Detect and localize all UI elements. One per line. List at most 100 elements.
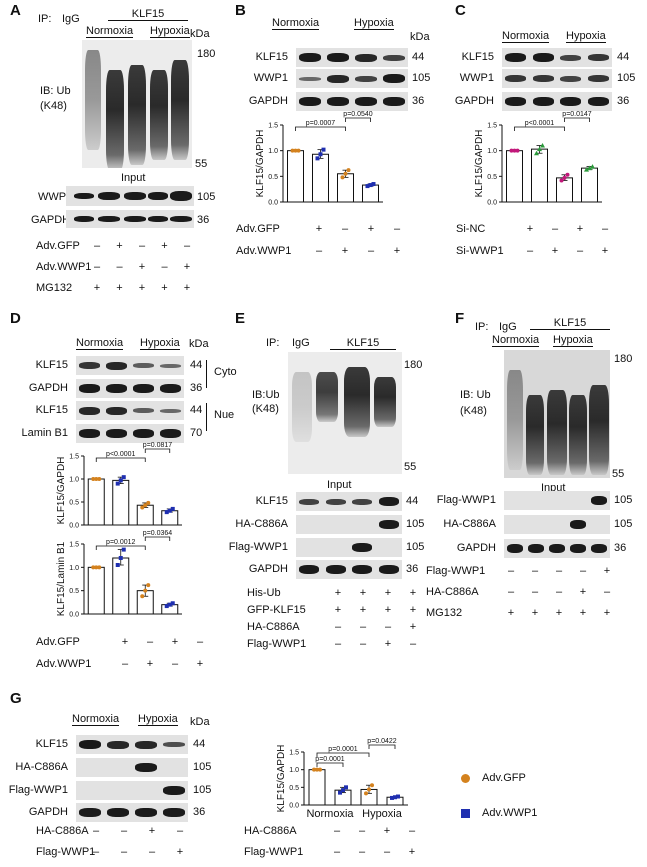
kda-label: kDa (190, 28, 210, 40)
condition-sign: – (93, 261, 101, 273)
data-point (390, 795, 394, 800)
ib-label: IB:Ub (252, 389, 280, 401)
data-point (565, 172, 570, 177)
blot-band (163, 808, 185, 817)
condition-sign: – (576, 245, 584, 257)
condition-sign: + (408, 846, 416, 858)
panel-label: E (235, 310, 246, 327)
panel-label: A (10, 2, 21, 19)
blot-label: KLF15 (255, 495, 288, 507)
condition-label: Adv.GFP (36, 240, 80, 252)
blot-mw: 44 (193, 738, 206, 750)
blot-band (355, 75, 377, 82)
significance-bracket (144, 536, 171, 541)
y-tick-label: 0.5 (487, 174, 497, 181)
mw-top: 180 (614, 353, 633, 365)
panel-label: F (455, 310, 465, 327)
condition-label: Adv.GFP (236, 223, 280, 235)
ib-label-k48: (K48) (252, 403, 279, 415)
y-tick-label: 0.0 (289, 803, 299, 810)
bar (161, 510, 179, 526)
blot-band (355, 97, 377, 106)
blot-band (505, 75, 527, 82)
condition-sign: – (120, 825, 128, 837)
ip-prefix: IP: (475, 321, 489, 333)
condition-sign: – (555, 586, 563, 598)
blot-band (133, 408, 154, 413)
group-label: Hypoxia (362, 808, 403, 820)
data-point (365, 184, 370, 189)
p-value-label: p=0.0012 (106, 539, 135, 546)
significance-bracket (95, 545, 146, 550)
condition-sign: + (93, 282, 101, 294)
data-point (296, 148, 301, 153)
condition-sign: + (409, 621, 417, 633)
blot-band (325, 565, 346, 574)
blot-klf15 (296, 492, 402, 511)
mw-top: 180 (404, 359, 423, 371)
bar (87, 478, 105, 526)
blot-band (160, 363, 181, 368)
data-point (346, 168, 351, 173)
data-point (540, 143, 545, 148)
condition-sign: + (367, 223, 375, 235)
condition-sign: – (333, 825, 341, 837)
blot-label: KLF15 (255, 51, 288, 63)
blot-label: KLF15 (35, 738, 68, 750)
data-point (584, 167, 589, 172)
blot-mw: 36 (193, 806, 206, 818)
blot-flag-wwp1 (76, 781, 188, 800)
blot-band (299, 76, 321, 81)
mw-bottom: 55 (404, 461, 417, 473)
y-axis-label: KLF15/GAPDH (474, 130, 485, 198)
data-point (91, 565, 96, 570)
condition-sign: + (601, 245, 609, 257)
blot-band (378, 497, 399, 506)
blot-band (378, 520, 399, 529)
p-value-label: p=0.0001 (315, 756, 344, 763)
condition-sign: + (116, 282, 123, 294)
significance-bracket (316, 752, 370, 757)
ip-igg: IgG (499, 321, 517, 333)
blot-mw: 105 (193, 761, 212, 773)
data-point (164, 510, 169, 515)
blot-band (352, 498, 373, 505)
condition-sign: + (359, 587, 367, 599)
blot-label: GAPDH (28, 806, 68, 818)
condition-sign: + (551, 245, 559, 257)
blot-label: WWP1 (38, 191, 73, 203)
condition-sign: + (334, 587, 342, 599)
y-axis-label: KLF15/GAPDH (255, 130, 266, 198)
significance-bracket (564, 117, 590, 122)
condition-label: Flag-WWP1 (244, 846, 304, 858)
blot-mw: 44 (412, 51, 425, 63)
bar (287, 150, 304, 203)
blot-mw: 105 (617, 72, 636, 84)
condition-label: Adv.WWP1 (236, 245, 292, 257)
blot-band (299, 498, 320, 505)
kda-label: kDa (410, 31, 430, 43)
input-label: Input (121, 172, 146, 184)
blot-mw: 105 (614, 518, 633, 530)
data-point (293, 148, 298, 153)
blot-band (299, 565, 320, 574)
y-axis-label: KLF15/GAPDH (56, 457, 67, 525)
blot-band (506, 544, 523, 553)
condition-sign: – (148, 846, 156, 858)
bar (556, 177, 573, 203)
data-point (587, 165, 592, 171)
data-point (164, 604, 169, 609)
blot-mw: 105 (406, 541, 425, 553)
blot-band (160, 408, 181, 413)
ib-label: IB: Ub (460, 389, 491, 401)
blot-band (106, 384, 127, 393)
blot-mw: 36 (412, 95, 425, 107)
ip-igg: IgG (292, 337, 310, 349)
condition-label: Si-NC (456, 223, 486, 235)
blot-band (106, 429, 127, 438)
input-label: Input (327, 479, 352, 491)
blot-label: HA-C886A (235, 518, 288, 530)
condition-sign: + (161, 282, 168, 294)
blot-mw: 36 (406, 563, 419, 575)
